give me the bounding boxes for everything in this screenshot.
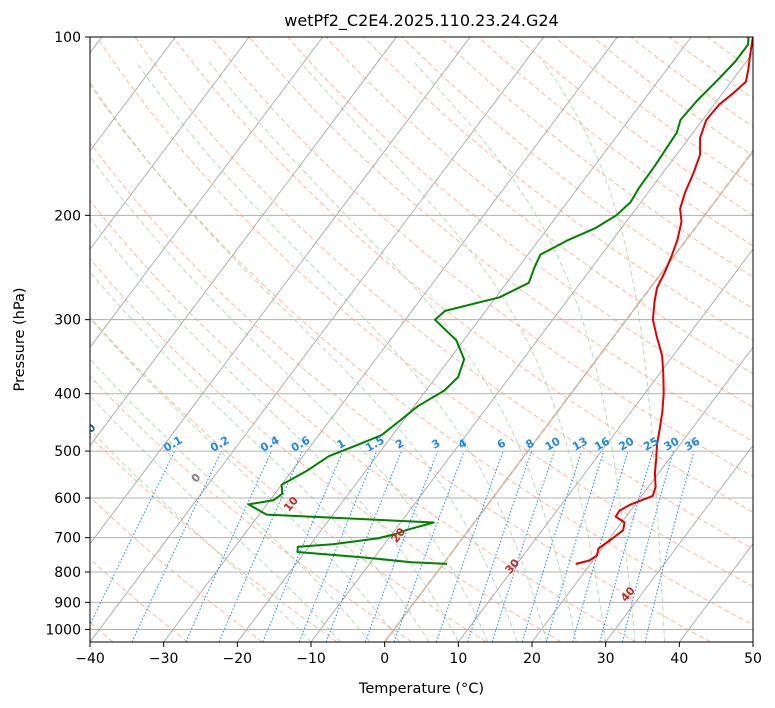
isotherm — [90, 37, 397, 447]
mixing-ratio-line — [131, 450, 223, 642]
dry-adiabat — [287, 37, 753, 408]
x-tick-label: 40 — [670, 651, 688, 667]
y-tick-label: 1000 — [45, 622, 81, 638]
dry-adiabat — [592, 37, 753, 157]
isotherm — [90, 37, 324, 348]
dry-adiabat — [90, 257, 562, 642]
mixing-ratio-line — [298, 450, 378, 642]
y-tick-label: 300 — [54, 313, 81, 329]
dry-adiabat — [210, 37, 753, 478]
mixing-ratio-line — [364, 450, 439, 642]
dry-adiabat — [516, 37, 753, 216]
mixing-ratio-line — [435, 450, 504, 642]
x-tick-label: −40 — [75, 651, 105, 667]
isotherm — [237, 37, 692, 642]
freezing-isotherm — [383, 149, 753, 642]
isotherm — [605, 444, 753, 642]
plot-frame — [89, 36, 754, 643]
isotherm — [458, 248, 753, 642]
dry-adiabat — [325, 37, 753, 375]
x-tick-label: 10 — [449, 651, 467, 667]
moist-adiabat — [90, 155, 489, 642]
y-axis-title: Pressure (hPa) — [12, 287, 28, 391]
dry-adiabat — [90, 496, 263, 642]
isotherm — [163, 37, 618, 642]
mixing-ratio-line — [325, 450, 402, 642]
mixing-ratio-line — [621, 450, 674, 642]
moist-adiabat — [90, 271, 430, 642]
dewpoint-profile-line — [247, 37, 750, 565]
dry-adiabat — [90, 199, 637, 642]
x-tick-label: −20 — [223, 651, 253, 667]
x-tick-label: 20 — [523, 651, 541, 667]
y-tick-label: 100 — [54, 30, 81, 46]
isotherm — [90, 37, 250, 250]
mixing-ratio-line — [545, 450, 605, 642]
isotherm — [310, 51, 753, 642]
y-tick-label: 200 — [54, 208, 81, 224]
dry-adiabat — [96, 37, 753, 588]
x-tick-label: −30 — [149, 651, 179, 667]
mixing-ratio-line — [90, 450, 176, 626]
y-tick-label: 800 — [54, 565, 81, 581]
mixing-ratio-line — [262, 450, 344, 642]
isotherm — [90, 37, 471, 545]
dry-adiabat — [478, 37, 753, 247]
x-tick-label: 0 — [380, 651, 389, 667]
y-tick-label: 500 — [54, 444, 81, 460]
y-tick-label: 900 — [54, 595, 81, 611]
isotherm — [90, 37, 545, 642]
x-axis-title: Temperature (°C) — [358, 681, 484, 697]
dry-adiabat-label: -10 — [76, 421, 99, 445]
x-tick-label: −10 — [296, 651, 326, 667]
moist-adiabat — [299, 61, 607, 642]
dry-adiabat — [134, 37, 753, 550]
dry-adiabat — [401, 37, 753, 310]
isotherm — [90, 37, 176, 152]
moist-adiabat — [413, 61, 636, 642]
y-tick-label: 700 — [54, 531, 81, 547]
mixing-ratio-line — [599, 450, 654, 642]
temperature-profile-line — [575, 37, 753, 565]
mixing-ratio-line — [644, 450, 695, 642]
dry-adiabat — [249, 37, 753, 443]
moist-adiabat — [90, 395, 341, 642]
dry-adiabat — [90, 316, 487, 642]
moist-adiabat — [208, 61, 577, 642]
dry-adiabat — [90, 375, 413, 642]
moist-adiabat — [90, 429, 312, 642]
mixing-ratio-line — [393, 450, 465, 642]
moist-adiabat — [90, 81, 518, 642]
moist-adiabat — [90, 218, 459, 642]
moist-adiabat — [90, 317, 400, 642]
x-tick-label: 30 — [597, 651, 615, 667]
x-tick-label: 50 — [744, 651, 762, 667]
chart-title: wetPf2_C2E4.2025.110.23.24.G24 — [284, 11, 558, 31]
y-tick-label: 400 — [54, 387, 81, 403]
y-tick-label: 600 — [54, 491, 81, 507]
